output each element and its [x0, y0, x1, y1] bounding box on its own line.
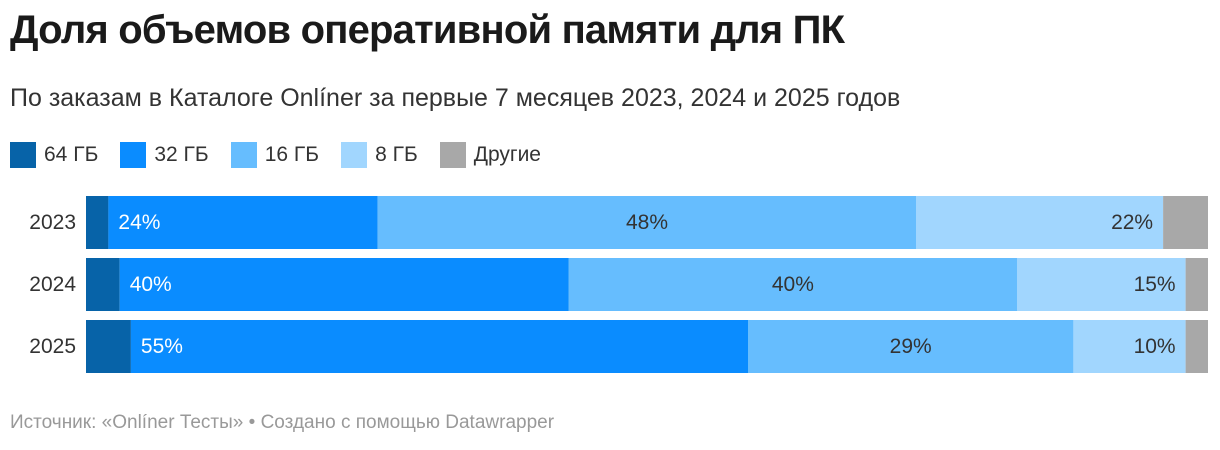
bar-2024-series-3 — [1017, 258, 1186, 311]
bar-2023-series-1 — [108, 196, 378, 249]
footer-separator: • — [248, 412, 256, 433]
legend-label-2: 16 ГБ — [264, 143, 320, 166]
legend-label-3: 8 ГБ — [375, 143, 418, 166]
data-label-2023-series-2: 48% — [626, 211, 668, 234]
bar-2025-series-1 — [130, 320, 748, 373]
data-label-2025-series-3: 10% — [1134, 335, 1176, 358]
category-label-2025: 2025 — [29, 335, 76, 358]
legend-item-4: Другие — [439, 142, 541, 168]
legend-swatch-1 — [120, 142, 147, 168]
bar-2025-series-4 — [1185, 320, 1208, 373]
data-label-2023-series-3: 22% — [1111, 211, 1153, 234]
legend-item-0: 64 ГБ — [10, 142, 98, 168]
bar-2023-series-3 — [916, 196, 1164, 249]
source-text: Источник: «Onlíner Тесты» — [10, 412, 244, 433]
chart-title: Доля объемов оперативной памяти для ПК — [10, 8, 845, 52]
chart-footer: Источник: «Onlíner Тесты» • Создано с по… — [10, 412, 554, 434]
legend-swatch-3 — [341, 142, 368, 168]
legend-item-3: 8 ГБ — [341, 142, 418, 168]
legend-swatch-2 — [230, 142, 257, 168]
bar-2023-series-2 — [377, 196, 917, 249]
bar-2024-series-2 — [568, 258, 1018, 311]
category-label-2023: 2023 — [29, 211, 76, 234]
data-label-2023-series-1: 24% — [118, 211, 160, 234]
chart-subtitle: По заказам в Каталоге Onlíner за первые … — [10, 84, 901, 112]
stacked-bar-chart: 2023 24% 48% 22% 2024 40% 40% 15% 2025 55% 29% 10% — [29, 196, 1208, 373]
legend-item-2: 16 ГБ — [230, 142, 320, 168]
data-label-2025-series-2: 29% — [890, 335, 932, 358]
bar-2024-series-1 — [119, 258, 569, 311]
legend-swatch-0 — [10, 142, 36, 168]
category-label-2024: 2024 — [29, 273, 76, 296]
credit-text: Создано с помощью Datawrapper — [260, 412, 555, 433]
bar-2025-series-2 — [748, 320, 1074, 373]
data-label-2024-series-1: 40% — [130, 273, 172, 296]
bar-2023-series-0 — [86, 196, 109, 249]
legend-label-0: 64 ГБ — [44, 143, 99, 166]
bar-2023-series-4 — [1163, 196, 1208, 249]
data-label-2024-series-3: 15% — [1134, 273, 1176, 296]
bar-2025-series-0 — [86, 320, 131, 373]
bar-2024-series-4 — [1185, 258, 1208, 311]
legend-label-4: Другие — [473, 143, 541, 166]
data-label-2024-series-2: 40% — [772, 273, 814, 296]
legend-swatch-4 — [439, 142, 466, 168]
legend-item-1: 32 ГБ — [120, 142, 209, 168]
bar-2025-series-3 — [1073, 320, 1186, 373]
bar-2024-series-0 — [86, 258, 120, 311]
chart-legend: 64 ГБ 32 ГБ 16 ГБ 8 ГБ Другие — [10, 140, 563, 170]
data-label-2025-series-1: 55% — [141, 335, 183, 358]
legend-label-1: 32 ГБ — [154, 143, 209, 166]
